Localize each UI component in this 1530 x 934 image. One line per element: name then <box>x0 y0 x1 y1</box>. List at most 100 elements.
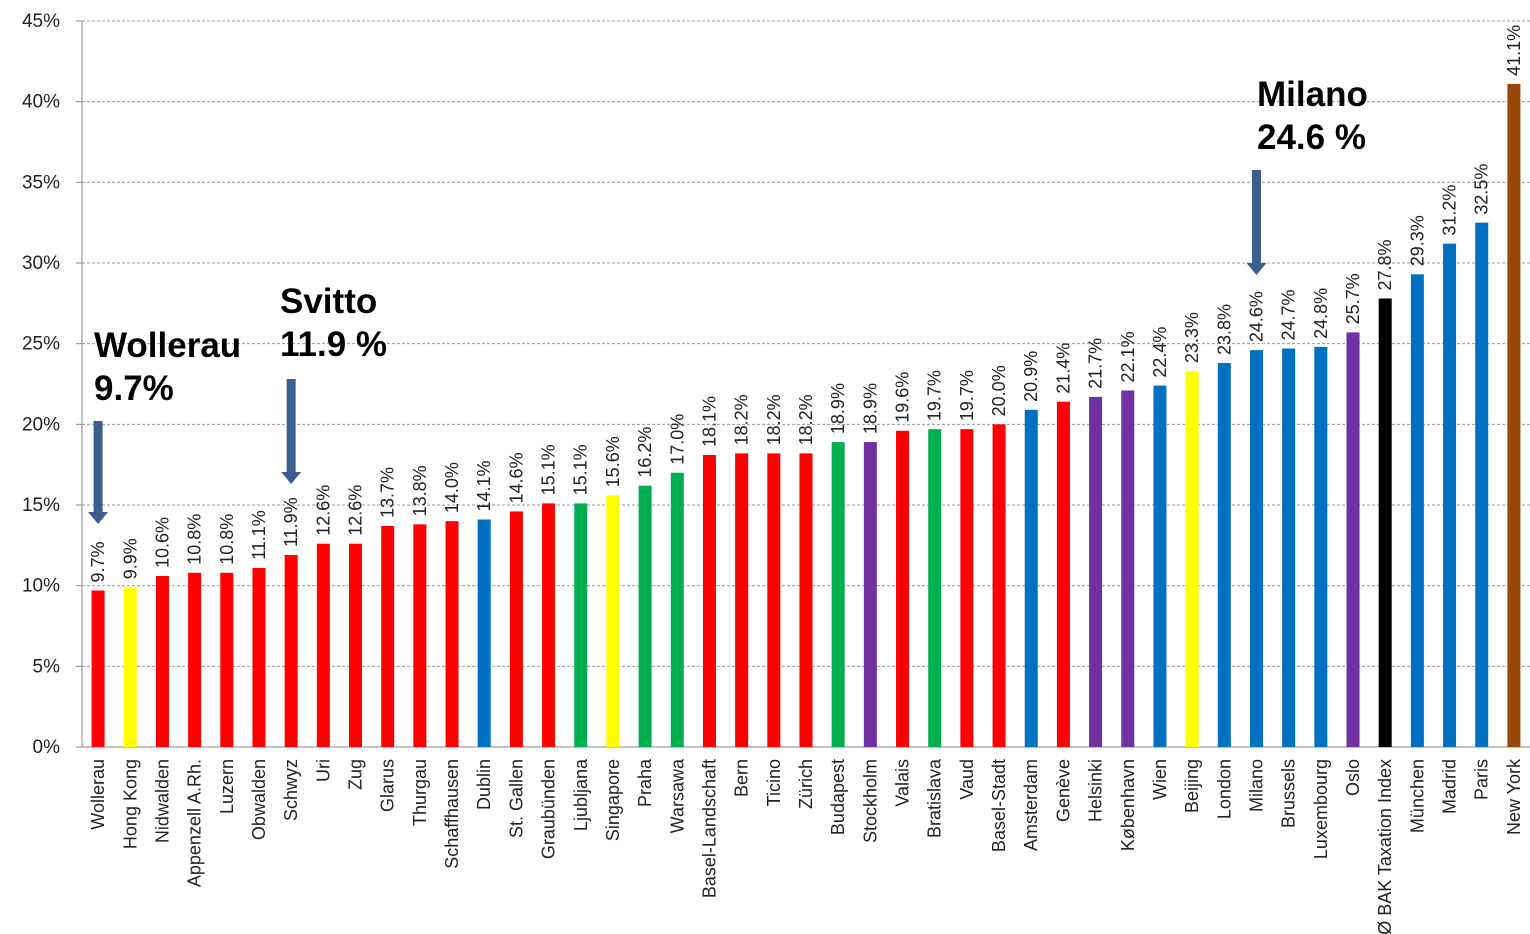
category-label-36: Milano <box>1246 759 1266 812</box>
bar-18 <box>670 472 684 747</box>
category-label-32: København <box>1118 759 1138 851</box>
value-label-33: 22.4% <box>1150 327 1170 378</box>
value-label-12: 14.1% <box>474 460 494 511</box>
category-label-35: London <box>1214 759 1234 819</box>
category-label-10: Thurgau <box>410 759 430 826</box>
bar-27 <box>960 429 974 747</box>
bar-34 <box>1185 371 1199 747</box>
category-label-1: Hong Kong <box>120 759 140 849</box>
bar-17 <box>638 485 652 747</box>
annotation-milano: Milano 24.6 % <box>1257 73 1368 159</box>
value-label-31: 21.7% <box>1086 338 1106 389</box>
y-tick-label: 20% <box>22 414 60 435</box>
category-label-26: Bratislava <box>925 758 945 838</box>
y-axis: 0% 5% 10% 15% 20% 25% 30% 35% 40% 45% <box>22 11 83 758</box>
bar-39 <box>1346 332 1360 747</box>
category-label-31: Helsinki <box>1086 759 1106 822</box>
y-tick-label: 0% <box>33 737 61 758</box>
value-label-21: 18.2% <box>764 394 784 445</box>
value-label-9: 13.7% <box>378 467 398 518</box>
bar-2 <box>155 575 169 747</box>
bar-21 <box>767 453 781 747</box>
bar-0 <box>91 590 105 747</box>
annotation-arrows <box>88 170 1267 524</box>
bar-40 <box>1378 298 1392 747</box>
value-label-32: 22.1% <box>1118 331 1138 382</box>
category-label-18: Warsawa <box>667 758 687 833</box>
value-label-18: 17.0% <box>667 414 687 465</box>
value-label-6: 11.9% <box>281 497 301 547</box>
value-label-1: 9.9% <box>120 538 140 579</box>
category-label-14: Graubünden <box>539 759 559 859</box>
category-label-34: Beijing <box>1182 759 1202 813</box>
bar-4 <box>220 572 234 747</box>
category-label-8: Zug <box>346 759 366 790</box>
value-label-19: 18.1% <box>699 396 719 447</box>
value-label-39: 25.7% <box>1343 273 1363 324</box>
value-label-23: 18.9% <box>828 383 848 434</box>
category-label-25: Valais <box>893 759 913 807</box>
bar-23 <box>831 442 845 747</box>
bar-32 <box>1121 390 1135 747</box>
bar-13 <box>509 511 523 747</box>
category-label-15: Ljubljana <box>571 758 591 831</box>
category-label-27: Vaud <box>957 759 977 800</box>
category-label-33: Wien <box>1150 759 1170 800</box>
value-label-22: 18.2% <box>796 394 816 445</box>
value-label-20: 18.2% <box>732 394 752 445</box>
bar-14 <box>542 503 556 747</box>
value-label-5: 11.1% <box>249 510 269 560</box>
bar-9 <box>381 525 395 747</box>
value-label-25: 19.6% <box>893 372 913 423</box>
category-label-2: Nidwalden <box>152 759 172 843</box>
value-label-10: 13.8% <box>410 465 430 516</box>
bar-7 <box>316 543 330 747</box>
category-label-11: Schaffhausen <box>442 759 462 869</box>
bar-31 <box>1089 396 1103 747</box>
bar-11 <box>445 521 459 747</box>
bar-12 <box>477 519 491 747</box>
category-label-16: Singapore <box>603 759 623 841</box>
arrow-down-icon-svitto <box>281 379 302 484</box>
value-label-0: 9.7% <box>88 541 108 582</box>
arrow-down-icon-wollerau <box>88 421 109 524</box>
bar-10 <box>413 524 427 747</box>
category-label-5: Obwalden <box>249 759 269 840</box>
category-label-20: Bern <box>732 759 752 797</box>
value-label-41: 29.3% <box>1407 215 1427 266</box>
bar-25 <box>896 430 910 747</box>
category-label-28: Basel-Stadt <box>989 759 1009 852</box>
y-tick-label: 5% <box>33 656 61 677</box>
value-label-13: 14.6% <box>506 452 526 503</box>
value-label-17: 16.2% <box>635 427 655 478</box>
category-label-40: Ø BAK Taxation Index <box>1375 759 1395 934</box>
category-label-29: Amsterdam <box>1021 759 1041 851</box>
category-label-21: Ticino <box>764 759 784 806</box>
bar-6 <box>284 555 298 747</box>
category-label-37: Brussels <box>1279 759 1299 828</box>
bars <box>91 83 1521 748</box>
value-label-36: 24.6% <box>1246 291 1266 342</box>
annotation-svitto: Svitto 11.9 % <box>280 280 387 366</box>
bar-26 <box>928 429 942 747</box>
y-tick-label: 15% <box>22 495 60 516</box>
value-label-16: 15.6% <box>603 436 623 487</box>
bar-37 <box>1282 348 1296 747</box>
value-label-29: 20.9% <box>1021 351 1041 402</box>
bar-1 <box>123 587 137 747</box>
bar-42 <box>1443 243 1457 747</box>
bar-15 <box>574 503 588 747</box>
bar-30 <box>1056 401 1070 747</box>
category-label-17: Praha <box>635 758 655 807</box>
bar-20 <box>735 453 749 747</box>
bar-43 <box>1475 222 1489 747</box>
category-label-23: Budapest <box>828 759 848 835</box>
y-tick-label: 40% <box>22 92 60 113</box>
category-label-30: Genève <box>1053 759 1073 822</box>
category-label-7: Uri <box>313 759 333 782</box>
category-label-3: Appenzell A.Rh. <box>185 759 205 887</box>
category-label-4: Luzern <box>217 759 237 814</box>
value-label-43: 32.5% <box>1472 164 1492 215</box>
value-label-35: 23.8% <box>1214 304 1234 355</box>
